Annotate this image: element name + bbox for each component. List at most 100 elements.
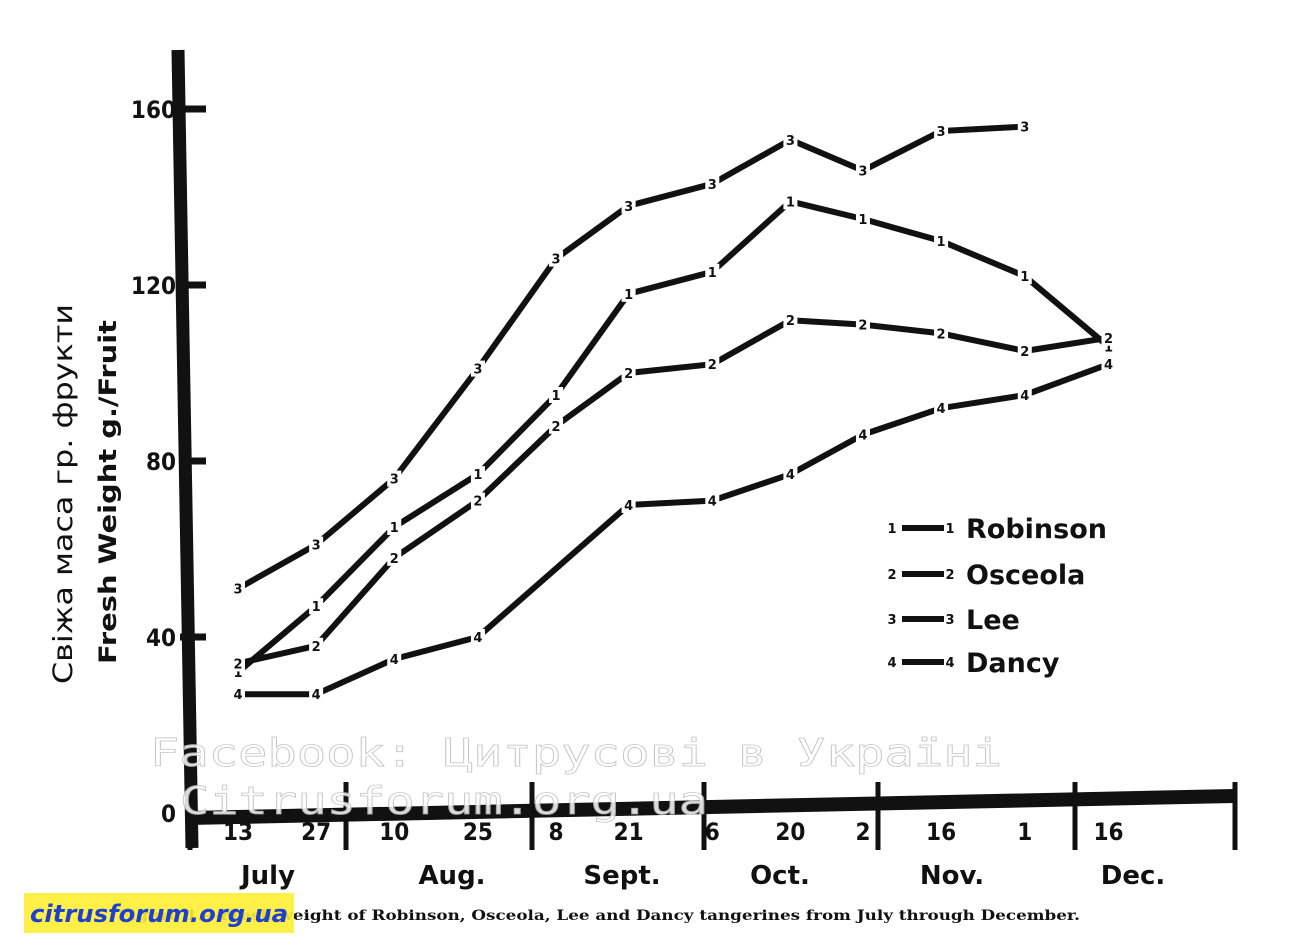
legend-label: Robinson — [966, 514, 1107, 545]
data-point: 3 — [708, 178, 717, 193]
data-point: 3 — [473, 363, 482, 378]
data-point: 1 — [858, 213, 867, 228]
legend-label: Lee — [966, 605, 1020, 636]
data-point-bg — [309, 536, 324, 553]
y-tick-label: 0 — [161, 800, 176, 828]
legend-marker: 1 — [887, 522, 896, 537]
data-point: 3 — [312, 539, 321, 554]
legend-marker: 3 — [887, 613, 896, 628]
legend-label: Osceola — [966, 560, 1085, 591]
data-point: 4 — [786, 468, 795, 483]
data-point-bg — [621, 197, 636, 214]
data-point: 4 — [1104, 358, 1113, 373]
series-line-osceola — [235, 317, 1112, 667]
data-point: 4 — [390, 653, 399, 668]
data-point: 1 — [624, 288, 633, 303]
x-tick-label: 6 — [705, 818, 720, 846]
legend-item-lee: 3 3 Lee — [887, 605, 1019, 636]
y-axis-title: Fresh Weight g./Fruit — [94, 320, 122, 664]
data-point: 3 — [1020, 121, 1029, 136]
data-point: 1 — [1104, 341, 1113, 356]
legend-item-robinson: 1 1 Robinson — [887, 514, 1107, 545]
legend-marker: 3 — [945, 613, 954, 628]
y-tick-label: 160 — [131, 96, 176, 124]
data-point: 3 — [786, 134, 795, 149]
data-point: 1 — [312, 600, 321, 615]
x-tick-label: 13 — [223, 818, 253, 846]
data-point-bg — [783, 466, 798, 483]
x-tick-label: 27 — [301, 818, 331, 846]
data-point-bg — [470, 360, 485, 377]
series-line-robinson — [235, 198, 1112, 676]
data-point-bg — [934, 400, 949, 417]
watermark-facebook: Facebook: Цитрусові в Україні — [150, 731, 1002, 775]
data-point-bg — [621, 365, 636, 381]
legend-label: Dancy — [966, 648, 1060, 679]
data-point-bg — [783, 312, 798, 329]
data-point: 1 — [552, 389, 561, 404]
data-point-bg — [621, 497, 636, 513]
y-tick-label: 40 — [146, 624, 176, 652]
x-tick-label: 21 — [614, 818, 644, 846]
data-point-bg — [549, 417, 564, 434]
legend-marker: 1 — [945, 522, 954, 537]
data-point-bg — [855, 211, 870, 227]
data-point-bg — [705, 175, 720, 192]
data-point: 1 — [1020, 270, 1029, 285]
data-point-bg — [934, 233, 949, 249]
data-point-bg — [934, 325, 949, 342]
data-point: 3 — [390, 473, 399, 488]
site-logo: citrusforum.org.ua — [24, 893, 294, 933]
data-point: 2 — [624, 367, 633, 382]
data-point-bg — [705, 492, 720, 509]
data-point-bg — [231, 686, 245, 703]
x-tick-label: 2 — [855, 818, 870, 846]
data-point-bg — [387, 651, 402, 667]
x-tick-label: 25 — [463, 818, 493, 846]
x-tick-label: 8 — [549, 818, 564, 846]
data-point: 2 — [1104, 332, 1113, 347]
data-point: 4 — [858, 429, 867, 444]
data-point-bg — [1101, 356, 1116, 373]
legend-item-osceola: 2 2 Osceola — [887, 560, 1085, 591]
data-point: 1 — [390, 521, 399, 536]
data-point-bg — [705, 263, 720, 280]
legend: 1 1 Robinson 2 2 Osceola 3 3 Lee 4 4 Dancy — [887, 514, 1107, 679]
data-point-bg — [549, 250, 564, 267]
data-point: 1 — [937, 235, 946, 250]
data-point-bg — [309, 686, 324, 703]
data-point-bg — [309, 598, 324, 615]
data-point: 2 — [937, 327, 946, 342]
data-point-bg — [855, 426, 870, 443]
month-label: Oct. — [750, 861, 810, 891]
data-point-bg — [1017, 268, 1032, 285]
data-point-bg — [621, 285, 636, 302]
data-point: 4 — [937, 402, 946, 417]
data-point-bg — [783, 131, 798, 148]
legend-item-dancy: 4 4 Dancy — [887, 648, 1059, 679]
x-tick-label: 16 — [926, 818, 956, 846]
series-line-lee — [235, 123, 1028, 592]
y-axis-line — [171, 49, 199, 849]
series-lee: 3 3 3 3 3 3 3 3 3 3 3 — [231, 118, 1032, 598]
data-point: 2 — [312, 640, 321, 655]
data-point: 1 — [233, 666, 242, 681]
data-point: 4 — [312, 688, 321, 703]
data-point: 2 — [858, 319, 867, 334]
data-point-bg — [309, 637, 324, 654]
y-axis-title-ua: Свіжа маса гр. фрукти — [48, 304, 79, 684]
watermark-site: Citrusforum.org.ua — [180, 779, 708, 823]
month-label: July — [239, 861, 295, 891]
x-axis-line — [187, 789, 1235, 825]
month-label: Sept. — [583, 861, 660, 891]
data-point: 3 — [624, 200, 633, 215]
data-point-bg — [783, 193, 798, 210]
data-point: 3 — [552, 253, 561, 268]
x-tick-label: 1 — [1017, 818, 1032, 846]
legend-marker: 2 — [887, 568, 896, 583]
data-point-bg — [1017, 118, 1032, 135]
data-point: 2 — [708, 358, 717, 373]
data-point: 2 — [390, 552, 399, 567]
